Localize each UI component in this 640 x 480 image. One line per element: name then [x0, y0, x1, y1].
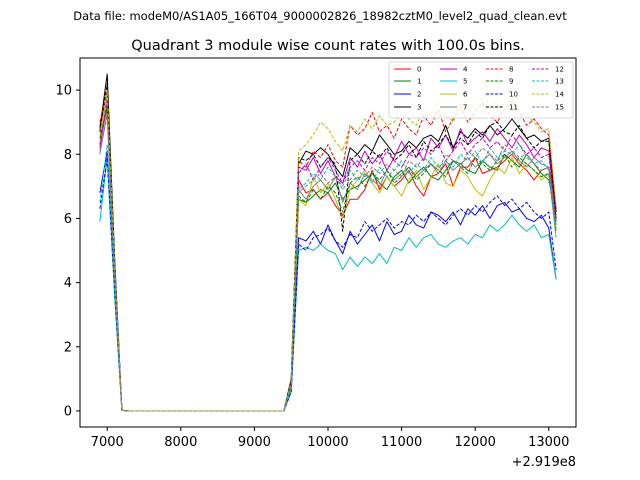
chart-title: Quadrant 3 module wise count rates with … — [131, 38, 525, 54]
legend-label-3: 3 — [417, 104, 421, 112]
x-tick-label: 7000 — [91, 435, 124, 450]
series-line-11 — [99, 83, 557, 412]
series-line-9 — [99, 105, 557, 412]
series-line-15 — [99, 115, 557, 412]
x-axis-offset-label: +2.919e8 — [512, 455, 576, 470]
x-tick-label: 8000 — [164, 435, 197, 450]
legend-label-2: 2 — [417, 91, 421, 99]
x-axis: 7000 8000 9000 10000 11000 12000 13000 — [91, 427, 569, 450]
legend-label-14: 14 — [555, 91, 564, 99]
series-line-12 — [99, 99, 557, 412]
legend-label-1: 1 — [417, 78, 421, 86]
legend-label-8: 8 — [509, 66, 513, 74]
legend-box — [388, 61, 574, 119]
series-line-6 — [99, 92, 557, 412]
plot-lines — [99, 73, 557, 412]
legend-label-12: 12 — [555, 66, 564, 74]
series-line-0 — [99, 96, 557, 412]
legend-label-9: 9 — [509, 78, 513, 86]
series-line-4 — [99, 102, 557, 412]
y-tick-label: 4 — [64, 276, 72, 291]
legend-label-10: 10 — [509, 91, 518, 99]
legend-label-15: 15 — [555, 104, 564, 112]
legend-label-13: 13 — [555, 78, 564, 86]
series-line-3 — [99, 73, 557, 412]
x-tick-label: 11000 — [381, 435, 422, 450]
legend-label-7: 7 — [463, 104, 467, 112]
legend-label-11: 11 — [509, 104, 518, 112]
legend-label-4: 4 — [463, 66, 468, 74]
legend-label-0: 0 — [417, 66, 421, 74]
x-tick-label: 12000 — [455, 435, 496, 450]
x-tick-label: 10000 — [307, 435, 348, 450]
series-line-10 — [99, 157, 557, 412]
y-tick-label: 2 — [64, 340, 72, 355]
y-tick-label: 10 — [55, 84, 72, 99]
y-axis: 0 2 4 6 8 10 — [55, 84, 80, 419]
chart-suptitle: Data file: modeM0/AS1A05_166T04_90000028… — [73, 9, 567, 23]
x-tick-label: 13000 — [528, 435, 569, 450]
legend-label-6: 6 — [463, 91, 468, 99]
legend-label-5: 5 — [463, 78, 467, 86]
y-tick-label: 8 — [64, 148, 72, 163]
series-line-5 — [99, 157, 557, 412]
x-tick-label: 9000 — [238, 435, 271, 450]
y-tick-label: 0 — [64, 404, 72, 419]
y-tick-label: 6 — [64, 212, 72, 227]
